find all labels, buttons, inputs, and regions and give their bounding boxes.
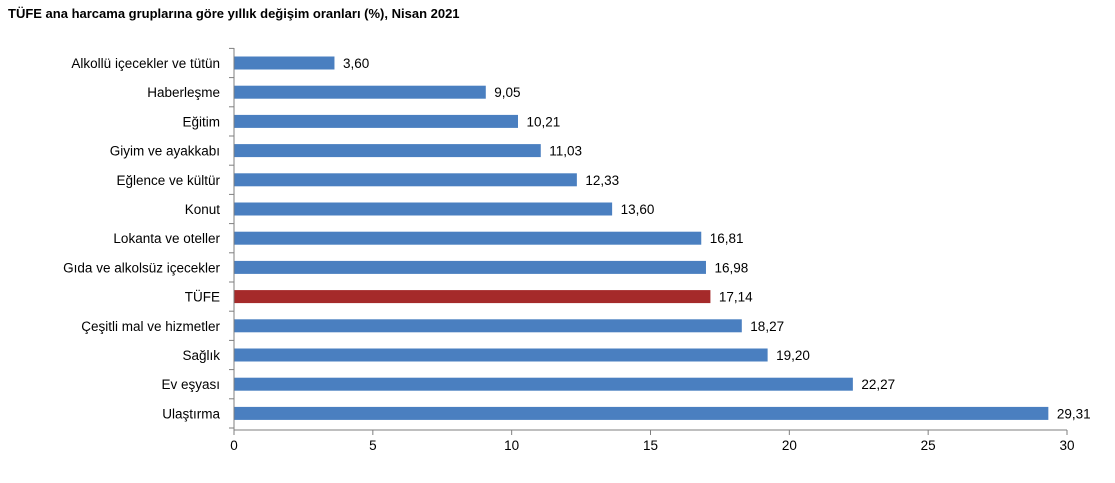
x-tick-label: 20 (782, 438, 797, 453)
value-label: 17,14 (719, 290, 753, 305)
bar-highlight (234, 290, 711, 304)
value-label: 16,81 (710, 231, 744, 246)
chart-labels: 0 5 10 15 20 25 30 Alkollü içecekler ve tütün 3,… (63, 56, 1090, 453)
value-label: 3,60 (343, 56, 369, 71)
category-label: Gıda ve alkolsüz içecekler (63, 260, 220, 275)
category-label: Ulaştırma (162, 406, 220, 421)
bar (234, 144, 541, 158)
bar (234, 202, 613, 216)
value-label: 29,31 (1057, 406, 1091, 421)
bar (234, 406, 1049, 420)
x-tick-label: 30 (1059, 438, 1074, 453)
value-label: 18,27 (750, 319, 784, 334)
bar (234, 173, 577, 187)
category-label: Giyim ve ayakkabı (110, 144, 220, 159)
value-label: 9,05 (494, 85, 520, 100)
x-tick-label: 5 (369, 438, 377, 453)
bar (234, 85, 486, 99)
category-label: TÜFE (185, 290, 220, 305)
value-label: 11,03 (549, 144, 582, 159)
bar (234, 260, 706, 274)
category-label: Haberleşme (147, 85, 220, 100)
x-tick-label: 0 (230, 438, 238, 453)
category-label: Çeşitli mal ve hizmetler (81, 319, 220, 334)
category-label: Alkollü içecekler ve tütün (71, 56, 220, 71)
bar (234, 348, 768, 362)
value-label: 13,60 (621, 202, 655, 217)
value-label: 10,21 (526, 114, 560, 129)
category-label: Sağlık (182, 348, 220, 363)
x-tick-label: 25 (921, 438, 936, 453)
bar (234, 56, 335, 70)
category-label: Eğitim (182, 114, 220, 129)
bar (234, 319, 742, 333)
chart-axes (229, 47, 1068, 435)
x-tick-label: 15 (643, 438, 658, 453)
category-label: Eğlence ve kültür (116, 173, 220, 188)
value-label: 16,98 (714, 260, 748, 275)
bar (234, 114, 518, 128)
x-tick-label: 10 (504, 438, 519, 453)
chart-bars (234, 56, 1049, 420)
value-label: 22,27 (861, 377, 895, 392)
bar (234, 231, 702, 245)
category-label: Konut (185, 202, 221, 217)
chart-title: TÜFE ana harcama gruplarına göre yıllık … (8, 6, 460, 21)
value-label: 19,20 (776, 348, 810, 363)
category-label: Ev eşyası (161, 377, 220, 392)
bar (234, 377, 853, 391)
value-label: 12,33 (585, 173, 619, 188)
category-label: Lokanta ve oteller (113, 231, 220, 246)
